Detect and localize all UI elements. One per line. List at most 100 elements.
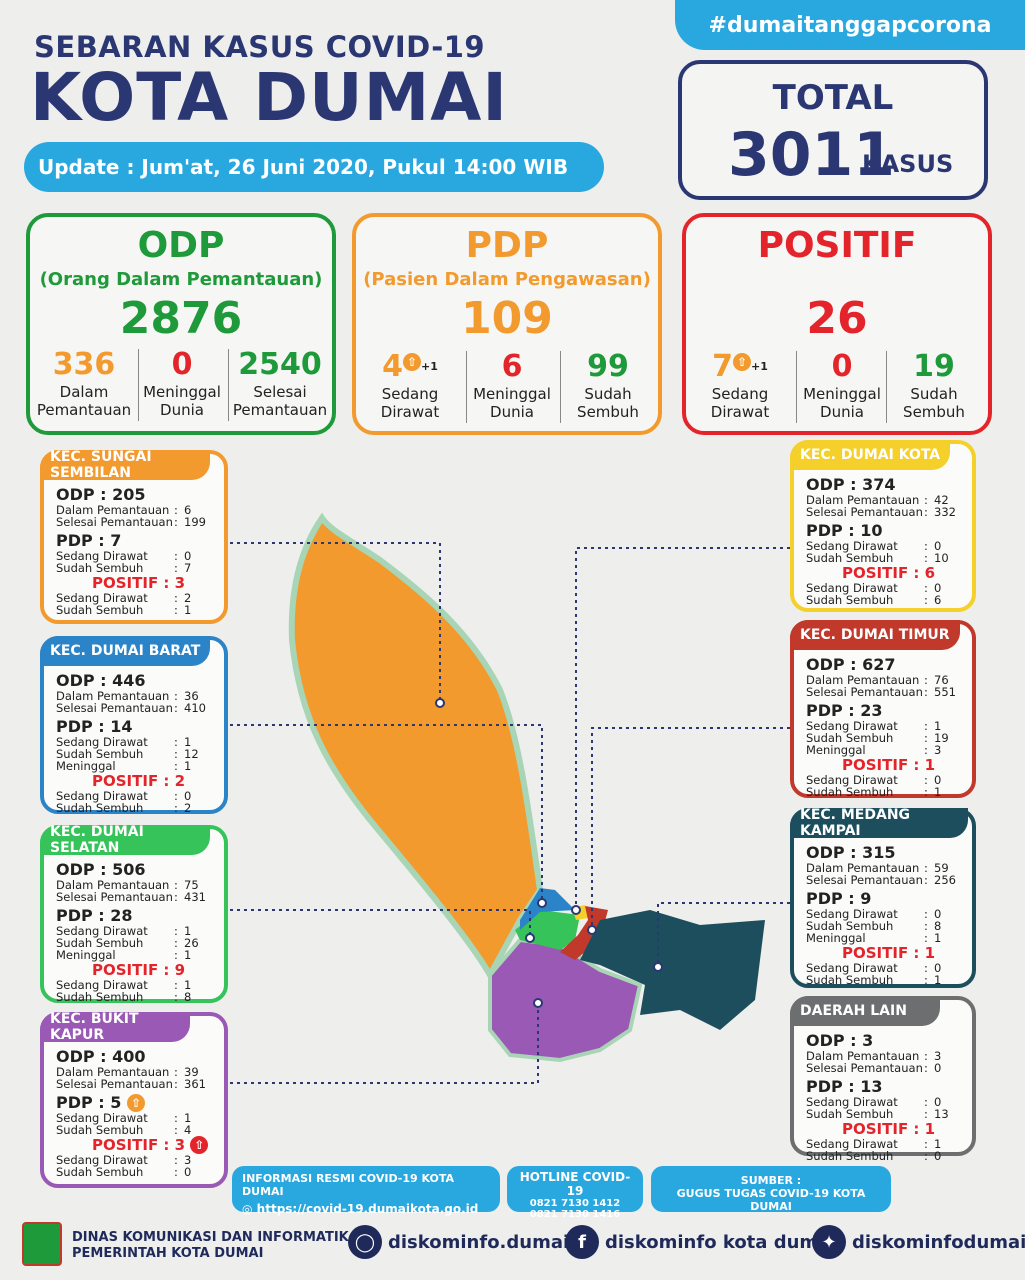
page-subtitle: SEBARAN KASUS COVID-19 [34,30,486,64]
odp-meninggal-label2: Dunia [160,401,204,419]
update-banner: Update : Jum'at, 26 Juni 2020, Pukul 14:… [24,142,604,192]
pdp-dirawat-label1: Sedang [381,385,439,403]
stat-key: Sedang Dirawat [56,1111,148,1125]
stat-val: 1 [184,978,192,992]
stat-key: Selesai Pemantauan [806,685,923,699]
pdp-card: PDP (Pasien Dalam Pengawasan) 109 4 ⇧ +1 S… [352,213,662,435]
stat-val: 1 [184,759,192,773]
stat-val: 39 [184,1065,199,1079]
arrow-up-icon: ⇧ [126,1094,145,1112]
pdp-line: PDP : 7 [56,531,122,550]
hotline-number-1[interactable]: 0821 7130 1412 [529,1198,621,1209]
stat-row: Sudah Sembuh:2 [56,802,214,814]
stat-key: Selesai Pemantauan [56,1077,173,1091]
odp-line: ODP : 400 [56,1047,146,1066]
stat-sep: : [924,505,928,519]
stat-sep: : [174,1111,178,1125]
connector-lines [230,542,790,1084]
stat-sep: : [924,673,928,687]
source-box: SUMBER : GUGUS TUGAS COVID-19 KOTA DUMAI [651,1166,891,1213]
stat-key: Dalam Pemantauan [806,1049,920,1063]
pdp-meninggal-label1: Meninggal [473,385,551,403]
odp-line: ODP : 205 [56,485,146,504]
stat-sep: : [174,759,178,773]
stat-row: Sedang Dirawat:1 [806,1138,962,1150]
divider [560,351,561,423]
divider [796,351,797,423]
stat-key: Sudah Sembuh [806,593,894,607]
pdp-line: PDP : 9 [806,889,872,908]
stat-sep: : [174,890,178,904]
pdp-meninggal-label2: Dunia [490,403,534,421]
stat-sep: : [174,990,178,1004]
odp-line: ODP : 627 [806,655,896,674]
stat-key: Dalam Pemantauan [806,861,920,875]
stat-row: Dalam Pemantauan:75 [56,879,214,891]
stat-sep: : [174,747,178,761]
stat-key: Sedang Dirawat [806,1095,898,1109]
twitter-link[interactable]: ✦ diskominfodumai [812,1225,1025,1259]
agency-name: DINAS KOMUNIKASI DAN INFORMATIKA [72,1230,359,1245]
stat-row: Sudah Sembuh:0 [56,1166,214,1178]
district-rows: ODP : 374 Dalam Pemantauan:42 Selesai Pe… [806,476,962,607]
hotline-number-2[interactable]: 0821 7130 1416 [529,1209,621,1220]
stat-sep: : [174,591,178,605]
stat-sep: : [924,493,928,507]
facebook-link[interactable]: f diskominfo kota dumai [565,1225,836,1259]
stat-sep: : [174,735,178,749]
district-dumai-timur: KEC. DUMAI TIMUR ODP : 627 Dalam Pemanta… [790,620,976,798]
stat-sep: : [174,948,178,962]
divider [886,351,887,423]
stat-key: Selesai Pemantauan [56,890,173,904]
stat-val: 1 [934,973,942,987]
stat-key: Dalam Pemantauan [56,1065,170,1079]
stat-val: 1 [184,1111,192,1125]
info-title: INFORMASI RESMI COVID-19 KOTA DUMAI [242,1172,455,1198]
stat-row: Dalam Pemantauan:3 [806,1050,962,1062]
district-name: KEC. DUMAI KOTA [790,440,950,470]
stat-key: Sudah Sembuh [806,785,894,799]
map-region-sungai-sembilan [288,512,544,982]
odp-col-dalam: 336 Dalam Pemantauan [34,347,134,419]
pdp-sembuh-value: 99 [587,349,629,384]
facebook-handle[interactable]: diskominfo kota dumai [605,1231,837,1253]
stat-val: 0 [934,773,942,787]
positif-sembuh-value: 19 [913,349,955,384]
stat-val: 1 [184,948,192,962]
stat-row: Dalam Pemantauan:39 [56,1066,214,1078]
stat-row: Meninggal:3 [806,744,962,756]
stat-row: Selesai Pemantauan:332 [806,506,962,518]
stat-key: Selesai Pemantauan [806,873,923,887]
arrow-up-icon: ⇧ [190,1136,209,1154]
arrow-up-icon: ⇧ [403,353,421,371]
stat-val: 0 [934,1095,942,1109]
twitter-handle[interactable]: diskominfodumai [852,1231,1025,1253]
stat-key: Selesai Pemantauan [806,505,923,519]
info-url[interactable]: https://covid-19.dumaikota.go.id [256,1202,479,1216]
stat-row: Sedang Dirawat:1 [56,979,214,991]
stat-sep: : [174,549,178,563]
hashtag-banner: #dumaitanggapcorona [675,0,1025,50]
pdp-sembuh-label2: Sembuh [577,403,639,421]
stat-row: Selesai Pemantauan:431 [56,891,214,903]
stat-key: Sudah Sembuh [806,551,894,565]
map-markers [435,698,663,1008]
district-rows: ODP : 400 Dalam Pemantauan:39 Selesai Pe… [56,1048,214,1178]
positif-line: POSITIF : 1 [842,756,936,774]
positif-meninggal-label1: Meninggal [803,385,881,403]
district-rows: ODP : 627 Dalam Pemantauan:76 Selesai Pe… [806,655,962,799]
instagram-handle[interactable]: diskominfo.dumai [388,1231,570,1253]
stat-row: Sedang Dirawat:0 [806,540,962,552]
stat-val: 0 [934,1061,942,1075]
stat-row: Sudah Sembuh:1 [56,604,214,616]
odp-dalam-label1: Dalam [59,383,109,401]
stat-sep: : [924,931,928,945]
info-url-row[interactable]: ◎ https://covid-19.dumaikota.go.id [242,1202,490,1216]
stat-row: Sudah Sembuh:10 [806,552,962,564]
stat-row: Sedang Dirawat:1 [56,736,214,748]
stat-sep: : [924,551,928,565]
stat-key: Dalam Pemantauan [806,493,920,507]
instagram-link[interactable]: ◯ diskominfo.dumai [348,1225,569,1259]
stat-sep: : [174,603,178,617]
stat-key: Sedang Dirawat [806,961,898,975]
